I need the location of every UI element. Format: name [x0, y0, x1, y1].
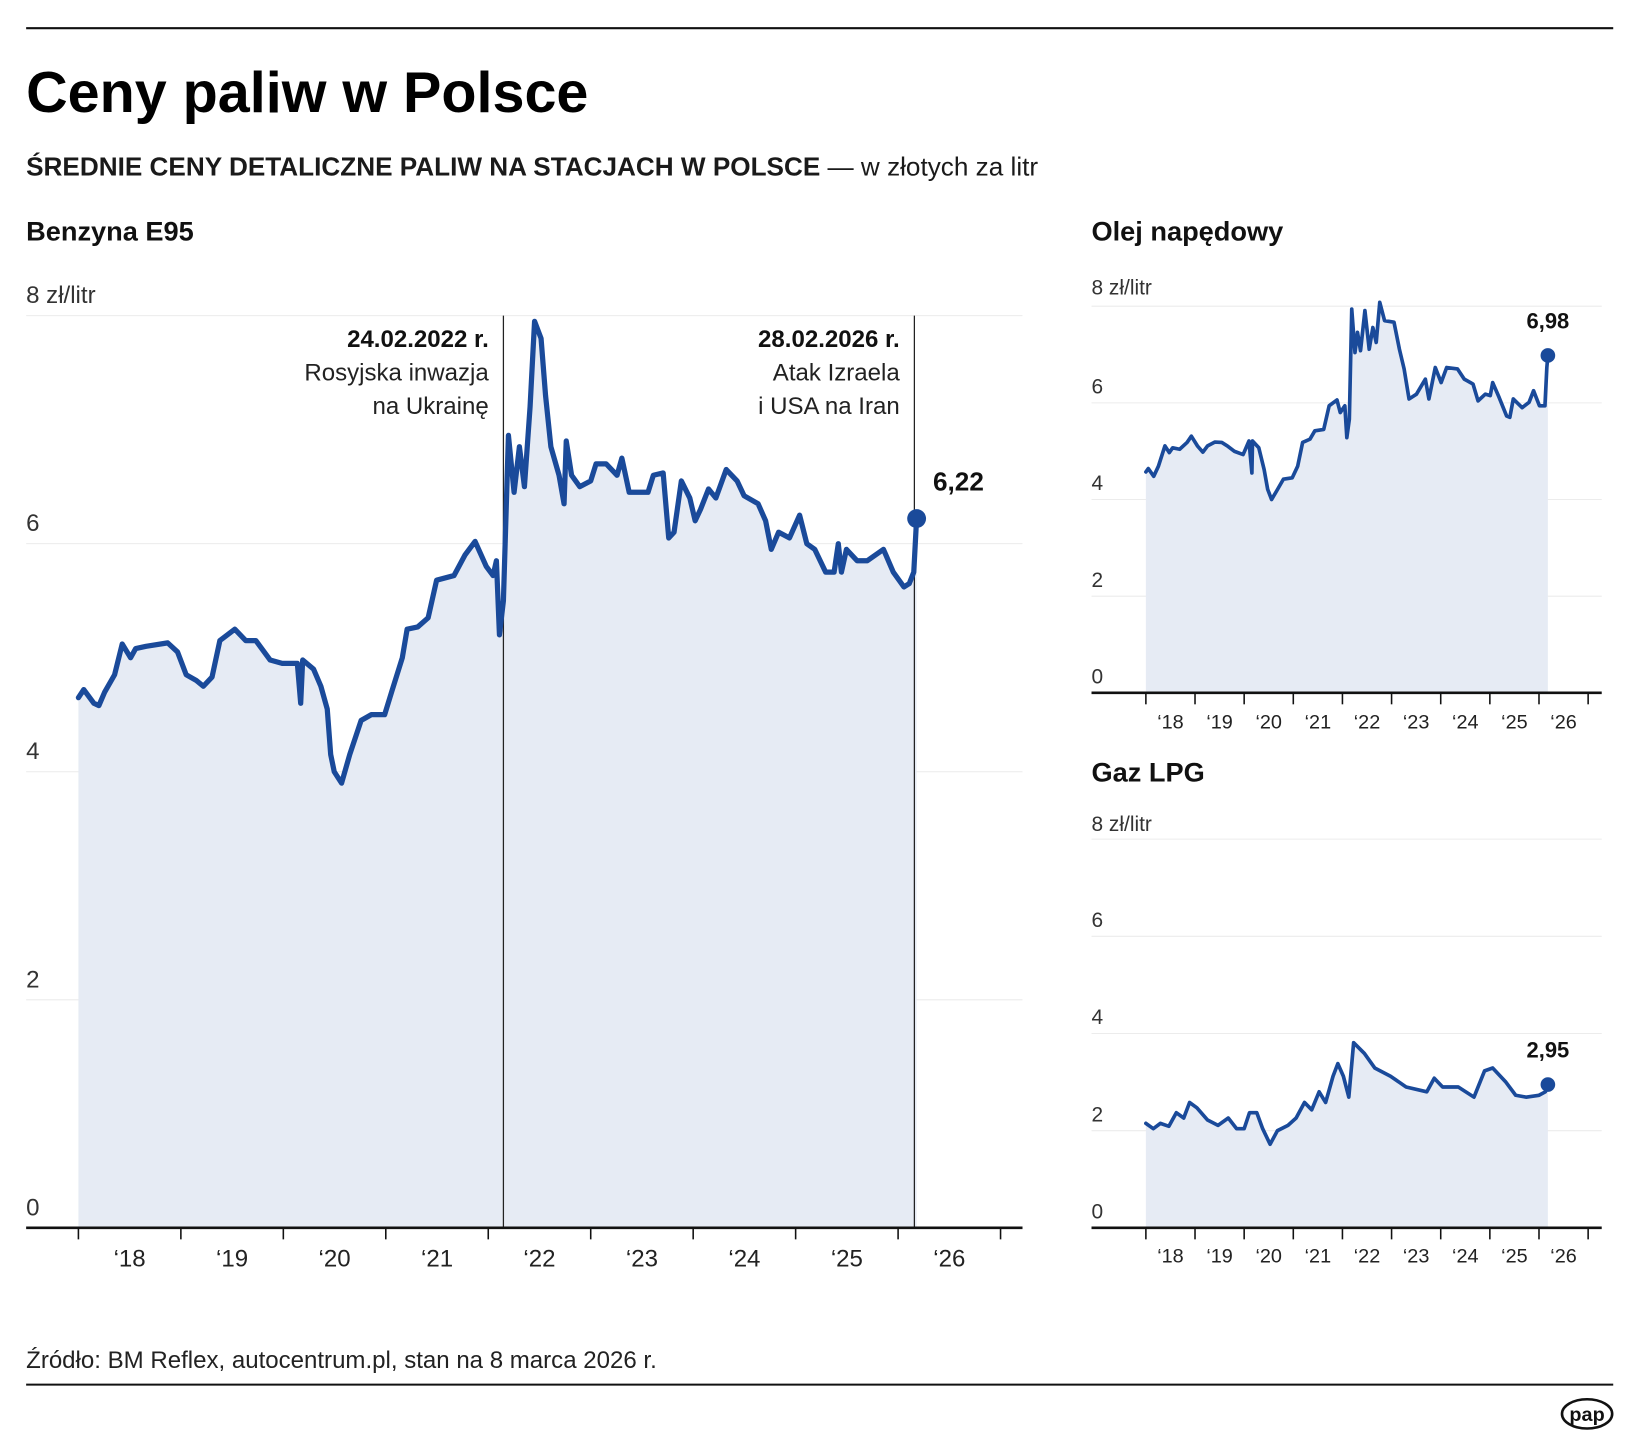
annotation-date: 28.02.2026 r. [758, 326, 900, 353]
svg-text:pap: pap [1569, 1404, 1604, 1426]
annotation-text: Rosyjska inwazja [304, 359, 489, 386]
x-tick-label: ‘20 [319, 1246, 351, 1273]
chart-benzyna-e95: Benzyna E95 8 zł/litr 0 2 4 6 24.02.2022 r. R… [26, 215, 1023, 1273]
last-value-dot [907, 509, 927, 528]
series-line [1144, 1040, 1550, 1147]
x-tick-label: ‘26 [1550, 711, 1576, 733]
series-line [1144, 300, 1550, 502]
x-tick-label: ‘22 [1354, 711, 1380, 733]
subtitle-unit: — w złotych za litr [820, 152, 1038, 182]
x-tick-label: ‘20 [1255, 1245, 1281, 1267]
x-tick-label: ‘23 [1403, 1245, 1429, 1267]
pap-logo: pap [1560, 1397, 1614, 1430]
x-tick-label: ‘20 [1255, 711, 1281, 733]
series-area [1145, 302, 1548, 693]
x-tick-label: ‘24 [1452, 711, 1478, 733]
series-line [75, 318, 920, 786]
chart-title: Gaz LPG [1092, 757, 1205, 788]
y-tick-label: 6 [1092, 909, 1104, 932]
page-title: Ceny paliw w Polsce [26, 61, 588, 125]
series-area [1145, 1042, 1548, 1228]
last-value-label: 6,22 [933, 466, 984, 496]
y-tick-label: 6 [26, 510, 39, 537]
x-tick-label: ‘25 [1501, 1245, 1527, 1267]
x-tick-label: ‘26 [1550, 1245, 1576, 1267]
chart-gaz-lpg: Gaz LPG 8 zł/litr 0 2 4 6 2,95 ‘18 ‘19 ‘20 ‘21 ‘2… [1092, 757, 1602, 1267]
x-tick-label: ‘19 [216, 1246, 248, 1273]
y-tick-label: 0 [26, 1194, 39, 1221]
x-tick-label: ‘19 [1206, 1245, 1232, 1267]
x-tick-label: ‘21 [1305, 1245, 1331, 1267]
subtitle-bold: ŚREDNIE CENY DETALICZNE PALIW NA STACJAC… [26, 152, 820, 182]
source-note: Źródło: BM Reflex, autocentrum.pl, stan … [26, 1347, 657, 1374]
x-tick-label: ‘22 [523, 1246, 555, 1273]
chart-title: Olej napędowy [1092, 215, 1284, 246]
annotation-date: 24.02.2022 r. [347, 326, 489, 353]
x-tick-label: ‘23 [626, 1246, 658, 1273]
y-tick-label: 0 [1092, 665, 1104, 688]
x-tick-label: ‘26 [933, 1246, 965, 1273]
chart-title: Benzyna E95 [26, 215, 194, 246]
y-unit-label: 8 zł/litr [1092, 813, 1152, 836]
annotation-text: i USA na Iran [758, 393, 900, 420]
y-tick-label: 2 [26, 966, 39, 993]
x-tick-label: ‘24 [1452, 1245, 1478, 1267]
x-tick-label: ‘21 [1305, 711, 1331, 733]
y-tick-label: 4 [1092, 472, 1104, 495]
x-tick-label: ‘22 [1354, 1245, 1380, 1267]
x-tick-label: ‘25 [1501, 711, 1527, 733]
last-value-dot [1540, 348, 1556, 363]
x-tick-label: ‘18 [1157, 1245, 1183, 1267]
x-tick-label: ‘18 [114, 1246, 146, 1273]
y-tick-label: 2 [1092, 1103, 1104, 1126]
y-unit-label: 8 zł/litr [26, 282, 95, 309]
y-tick-label: 2 [1092, 569, 1104, 592]
last-value-label: 2,95 [1527, 1037, 1570, 1062]
chart-olej-napedowy: Olej napędowy 8 zł/litr 0 2 4 6 6,98 ‘18 ‘19 ‘2… [1092, 215, 1602, 733]
y-tick-label: 0 [1092, 1200, 1104, 1223]
x-tick-label: ‘21 [421, 1246, 453, 1273]
x-tick-label: ‘25 [831, 1246, 863, 1273]
y-tick-label: 4 [1092, 1006, 1104, 1029]
last-value-dot [1540, 1077, 1556, 1092]
annotation-text: na Ukrainę [373, 393, 489, 420]
series-area [78, 321, 917, 1228]
y-tick-label: 6 [1092, 375, 1104, 398]
x-tick-label: ‘19 [1206, 711, 1232, 733]
x-tick-label: ‘18 [1157, 711, 1183, 733]
annotation-text: Atak Izraela [773, 359, 901, 386]
last-value-label: 6,98 [1527, 308, 1570, 333]
x-tick-label: ‘23 [1403, 711, 1429, 733]
y-unit-label: 8 zł/litr [1092, 277, 1152, 300]
x-tick-label: ‘24 [728, 1246, 760, 1273]
subtitle: ŚREDNIE CENY DETALICZNE PALIW NA STACJAC… [26, 152, 1038, 182]
y-tick-label: 4 [26, 738, 39, 765]
